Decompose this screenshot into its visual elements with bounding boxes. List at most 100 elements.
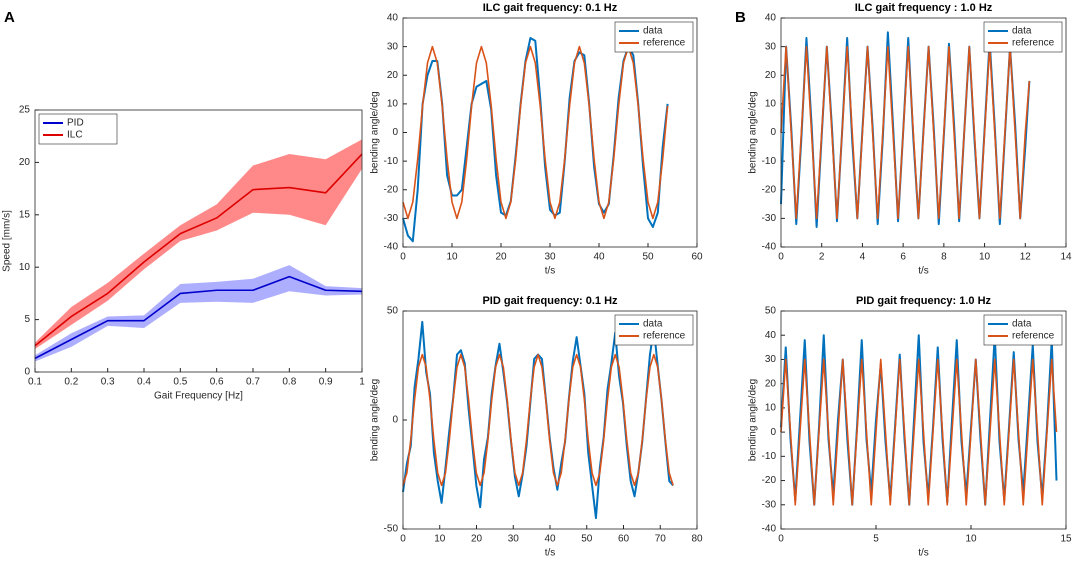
- legend-box: [983, 21, 1063, 53]
- y-tick-label: 0: [392, 127, 398, 138]
- x-tick-label: 60: [618, 534, 630, 545]
- y-tick-label: 10: [765, 99, 777, 110]
- x-axis-label: t/s: [545, 266, 556, 277]
- y-tick-label: 0: [770, 127, 776, 138]
- x-axis-label: t/s: [918, 266, 929, 277]
- y-tick-label: -20: [762, 475, 777, 486]
- chart-title: PID gait frequency: 0.1 Hz: [482, 295, 618, 307]
- y-tick-label: -20: [762, 184, 777, 195]
- panel-label: B: [735, 9, 746, 26]
- legend-label: data: [643, 319, 663, 330]
- x-tick-label: 40: [593, 252, 605, 263]
- y-tick-label: 15: [19, 209, 31, 220]
- x-tick-label: 0.7: [246, 377, 260, 388]
- plot-area: [403, 18, 697, 247]
- y-tick-label: -30: [762, 499, 777, 510]
- y-tick-label: 50: [765, 306, 777, 317]
- band: [35, 139, 362, 349]
- y-tick-label: 40: [387, 13, 399, 24]
- y-tick-label: 0: [770, 427, 776, 438]
- x-tick-label: 0: [778, 252, 784, 263]
- y-tick-label: -40: [762, 524, 777, 535]
- y-tick-label: 40: [765, 330, 777, 341]
- legend-label: ILC: [67, 130, 83, 141]
- x-tick-label: 1: [359, 377, 365, 388]
- y-tick-label: -50: [384, 524, 399, 535]
- y-tick-label: 10: [765, 403, 777, 414]
- y-axis-label: bending angle/deg: [370, 91, 381, 173]
- y-tick-label: -30: [384, 213, 399, 224]
- axes-box: [780, 17, 1067, 248]
- x-tick-label: 0.5: [173, 377, 187, 388]
- x-axis-label: Gait Frequency [Hz]: [154, 391, 243, 402]
- x-tick-label: 40: [544, 534, 556, 545]
- y-tick-label: -10: [762, 451, 777, 462]
- x-tick-label: 5: [873, 534, 879, 545]
- y-tick-label: 10: [387, 99, 399, 110]
- y-tick-label: -40: [384, 242, 399, 253]
- legend-label: data: [643, 26, 663, 37]
- data-line: [780, 358, 1058, 506]
- x-tick-label: 0.1: [28, 377, 42, 388]
- legend-label: reference: [1012, 38, 1055, 49]
- x-tick-label: 2: [819, 252, 825, 263]
- data-line: [402, 45, 669, 220]
- y-axis-label: bending angle/deg: [748, 379, 759, 461]
- x-tick-label: 14: [1060, 252, 1072, 263]
- legend-label: reference: [643, 38, 686, 49]
- y-tick-label: 20: [765, 378, 777, 389]
- x-tick-label: 10: [979, 252, 991, 263]
- x-tick-label: 0.8: [282, 377, 296, 388]
- y-tick-label: 20: [19, 157, 31, 168]
- y-tick-label: -10: [762, 156, 777, 167]
- y-tick-label: 0: [24, 367, 30, 378]
- x-tick-label: 0: [400, 534, 406, 545]
- x-tick-label: 50: [581, 534, 593, 545]
- legend-box: [614, 21, 694, 53]
- y-tick-label: -10: [384, 156, 399, 167]
- x-axis-label: t/s: [545, 548, 556, 559]
- y-tick-label: 5: [24, 314, 30, 325]
- x-tick-label: 20: [495, 252, 507, 263]
- axes-box: [34, 109, 363, 373]
- panel-label: A: [4, 9, 15, 26]
- chart-title: PID gait frequency: 1.0 Hz: [856, 295, 992, 307]
- axes-box: [402, 310, 698, 530]
- y-tick-label: 20: [765, 70, 777, 81]
- y-tick-label: 25: [19, 105, 31, 116]
- axes-box: [780, 310, 1067, 530]
- x-tick-label: 8: [941, 252, 947, 263]
- y-axis-label: bending angle/deg: [370, 379, 381, 461]
- x-tick-label: 20: [471, 534, 483, 545]
- x-tick-label: 0.4: [137, 377, 151, 388]
- axes-box: [402, 17, 698, 248]
- x-tick-label: 10: [446, 252, 458, 263]
- data-line: [34, 275, 363, 360]
- y-tick-label: 10: [19, 262, 31, 273]
- band: [35, 265, 362, 362]
- legend-label: data: [1012, 319, 1032, 330]
- x-tick-label: 0: [778, 534, 784, 545]
- legend-label: reference: [1012, 331, 1055, 342]
- legend-box: [614, 314, 694, 346]
- y-tick-label: -30: [762, 213, 777, 224]
- x-tick-label: 60: [691, 252, 703, 263]
- x-axis-label: t/s: [918, 548, 929, 559]
- data-line: [402, 353, 674, 487]
- y-tick-label: 50: [387, 306, 399, 317]
- y-tick-label: -40: [762, 242, 777, 253]
- x-tick-label: 10: [434, 534, 446, 545]
- x-tick-label: 0: [400, 252, 406, 263]
- chart-title: ILC gait frequency: 0.1 Hz: [483, 2, 618, 14]
- y-tick-label: 30: [765, 354, 777, 365]
- legend-box: [983, 314, 1063, 346]
- x-tick-label: 10: [965, 534, 977, 545]
- x-tick-label: 30: [508, 534, 520, 545]
- x-tick-label: 80: [691, 534, 703, 545]
